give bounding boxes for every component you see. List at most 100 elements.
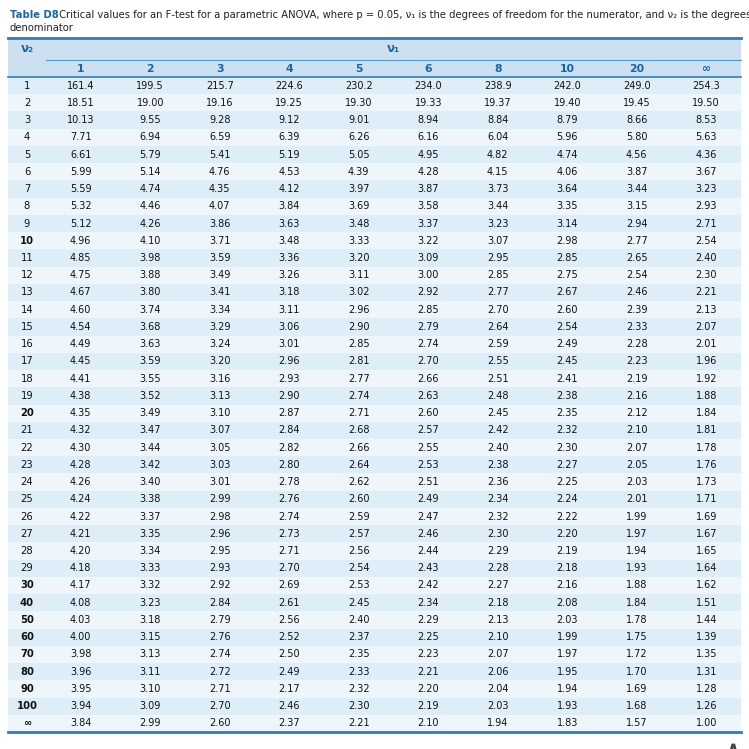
Text: 1.73: 1.73 bbox=[696, 477, 717, 487]
Text: 1.88: 1.88 bbox=[626, 580, 647, 590]
Text: 1.69: 1.69 bbox=[626, 684, 647, 694]
Text: 4.36: 4.36 bbox=[696, 150, 717, 160]
Text: 5.05: 5.05 bbox=[348, 150, 369, 160]
Text: 26: 26 bbox=[21, 512, 34, 521]
Text: 3.49: 3.49 bbox=[209, 270, 231, 280]
Text: 2.71: 2.71 bbox=[348, 408, 369, 418]
Text: 1.72: 1.72 bbox=[626, 649, 648, 659]
Text: 5.63: 5.63 bbox=[696, 133, 717, 142]
Text: 2.10: 2.10 bbox=[626, 425, 647, 435]
Text: 1.81: 1.81 bbox=[696, 425, 717, 435]
Text: 2.98: 2.98 bbox=[209, 512, 231, 521]
Text: 3.87: 3.87 bbox=[626, 167, 647, 177]
Text: 4.26: 4.26 bbox=[139, 219, 161, 228]
Text: 2.37: 2.37 bbox=[348, 632, 369, 642]
Text: 4.60: 4.60 bbox=[70, 305, 91, 315]
Text: 4.32: 4.32 bbox=[70, 425, 91, 435]
Text: 5.32: 5.32 bbox=[70, 201, 91, 211]
Text: 2.18: 2.18 bbox=[487, 598, 509, 607]
Bar bbox=[8, 594, 741, 611]
Text: 2.57: 2.57 bbox=[348, 529, 369, 539]
Text: 3.37: 3.37 bbox=[417, 219, 439, 228]
Text: 2.46: 2.46 bbox=[279, 701, 300, 711]
Text: 2.40: 2.40 bbox=[696, 253, 717, 263]
Text: 2.44: 2.44 bbox=[417, 546, 439, 556]
Text: 2.60: 2.60 bbox=[417, 408, 439, 418]
Text: 4.18: 4.18 bbox=[70, 563, 91, 573]
Text: 5: 5 bbox=[24, 150, 30, 160]
Text: 2.10: 2.10 bbox=[487, 632, 509, 642]
Text: 2.84: 2.84 bbox=[209, 598, 231, 607]
Text: 4.28: 4.28 bbox=[417, 167, 439, 177]
Text: 1.83: 1.83 bbox=[557, 718, 578, 728]
Bar bbox=[8, 77, 741, 94]
Text: denominator: denominator bbox=[10, 23, 74, 33]
Text: 100: 100 bbox=[16, 701, 37, 711]
Text: 2.13: 2.13 bbox=[487, 615, 509, 625]
Text: 1.75: 1.75 bbox=[626, 632, 648, 642]
Bar bbox=[8, 439, 741, 456]
Text: 3.35: 3.35 bbox=[139, 529, 161, 539]
Text: 3.97: 3.97 bbox=[348, 184, 369, 194]
Text: 3.18: 3.18 bbox=[139, 615, 161, 625]
Text: 3.00: 3.00 bbox=[417, 270, 439, 280]
Text: 6.16: 6.16 bbox=[417, 133, 439, 142]
Text: 2.87: 2.87 bbox=[279, 408, 300, 418]
Text: 4.12: 4.12 bbox=[279, 184, 300, 194]
Text: 2.25: 2.25 bbox=[417, 632, 439, 642]
Text: 2.72: 2.72 bbox=[209, 667, 231, 676]
Text: 2.16: 2.16 bbox=[557, 580, 578, 590]
Bar bbox=[8, 473, 741, 491]
Text: 3.67: 3.67 bbox=[696, 167, 717, 177]
Bar bbox=[8, 94, 741, 112]
Text: 20: 20 bbox=[629, 64, 644, 73]
Text: 10: 10 bbox=[560, 64, 574, 73]
Text: 3.94: 3.94 bbox=[70, 701, 91, 711]
Text: 3.13: 3.13 bbox=[139, 649, 161, 659]
Text: 4.45: 4.45 bbox=[70, 357, 91, 366]
Text: Table D8: Table D8 bbox=[10, 10, 58, 20]
Text: 3.96: 3.96 bbox=[70, 667, 91, 676]
Text: 3.34: 3.34 bbox=[139, 546, 161, 556]
Text: 3.44: 3.44 bbox=[139, 443, 161, 452]
Text: 3.84: 3.84 bbox=[70, 718, 91, 728]
Text: 1.70: 1.70 bbox=[626, 667, 647, 676]
Text: 3.63: 3.63 bbox=[279, 219, 300, 228]
Bar bbox=[8, 129, 741, 146]
Text: 4.35: 4.35 bbox=[70, 408, 91, 418]
Text: 2.74: 2.74 bbox=[417, 339, 439, 349]
Text: 6.94: 6.94 bbox=[139, 133, 161, 142]
Text: 242.0: 242.0 bbox=[554, 81, 581, 91]
Text: 3.36: 3.36 bbox=[279, 253, 300, 263]
Text: 2.18: 2.18 bbox=[557, 563, 578, 573]
Text: 1.84: 1.84 bbox=[626, 598, 647, 607]
Text: 161.4: 161.4 bbox=[67, 81, 94, 91]
Text: 2.96: 2.96 bbox=[348, 305, 369, 315]
Text: 19.16: 19.16 bbox=[206, 98, 234, 108]
Text: 2.54: 2.54 bbox=[348, 563, 369, 573]
Text: 3.59: 3.59 bbox=[209, 253, 231, 263]
Text: 3.23: 3.23 bbox=[696, 184, 717, 194]
Text: 3: 3 bbox=[216, 64, 223, 73]
Text: 2.23: 2.23 bbox=[626, 357, 648, 366]
Text: 1.69: 1.69 bbox=[696, 512, 717, 521]
Text: 50: 50 bbox=[20, 615, 34, 625]
Bar bbox=[8, 267, 741, 284]
Text: 14: 14 bbox=[21, 305, 33, 315]
Text: 19.25: 19.25 bbox=[276, 98, 303, 108]
Text: 3.16: 3.16 bbox=[209, 374, 231, 383]
Text: 1.78: 1.78 bbox=[696, 443, 717, 452]
Text: 4.76: 4.76 bbox=[209, 167, 231, 177]
Text: 6: 6 bbox=[24, 167, 30, 177]
Text: 1.84: 1.84 bbox=[696, 408, 717, 418]
Text: 2.35: 2.35 bbox=[557, 408, 578, 418]
Text: 2.51: 2.51 bbox=[417, 477, 439, 487]
Text: 3.02: 3.02 bbox=[348, 288, 369, 297]
Text: 4: 4 bbox=[24, 133, 30, 142]
Bar bbox=[8, 318, 741, 336]
Text: 2.45: 2.45 bbox=[348, 598, 369, 607]
Text: 3.14: 3.14 bbox=[557, 219, 578, 228]
Text: ∞: ∞ bbox=[702, 64, 711, 73]
Text: 5.14: 5.14 bbox=[139, 167, 161, 177]
Text: 2.73: 2.73 bbox=[279, 529, 300, 539]
